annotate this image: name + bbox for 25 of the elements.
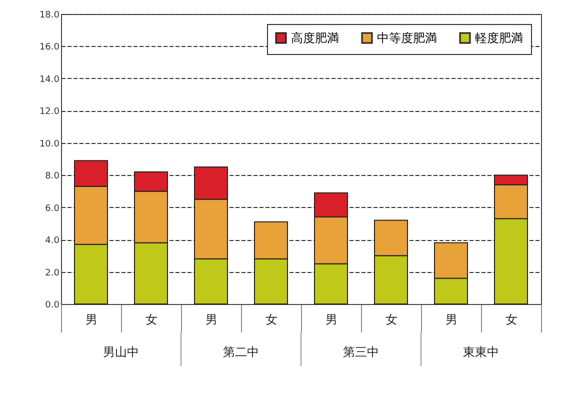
y-tick-label: 14.0 — [39, 74, 60, 85]
x-tick-label: 男 — [446, 312, 458, 326]
text: 東東中 — [463, 345, 499, 359]
y-tick-label: 8.0 — [45, 172, 60, 182]
x-tick-label: 女 — [146, 312, 158, 326]
y-tick-label: 2.0 — [45, 268, 60, 278]
y-tick-label: 0.0 — [45, 300, 60, 310]
legend-label: 中等度肥満 — [377, 31, 437, 45]
x-tick-label: 女 — [506, 312, 518, 326]
x-tick-label: 女 — [266, 312, 278, 326]
text: 第二中 — [223, 345, 259, 359]
y-tick-label: 6.0 — [45, 204, 60, 214]
x-tick-label: 男 — [86, 312, 98, 326]
text: 男山中 — [103, 345, 139, 359]
legend-label: 軽度肥満 — [475, 31, 523, 45]
y-tick-label: 16.0 — [39, 42, 60, 53]
y-tick-label: 18.0 — [39, 10, 60, 20]
x-tick-label: 男 — [206, 312, 218, 326]
x-tick-label: 男 — [326, 312, 338, 326]
y-tick-label: 12.0 — [39, 107, 60, 118]
y-tick-label: 4.0 — [45, 236, 60, 246]
legend-label: 高度肥満 — [291, 31, 339, 45]
y-tick-label: 10.0 — [39, 139, 60, 150]
x-tick-label: 女 — [386, 312, 398, 326]
text: 第三中 — [343, 345, 379, 359]
